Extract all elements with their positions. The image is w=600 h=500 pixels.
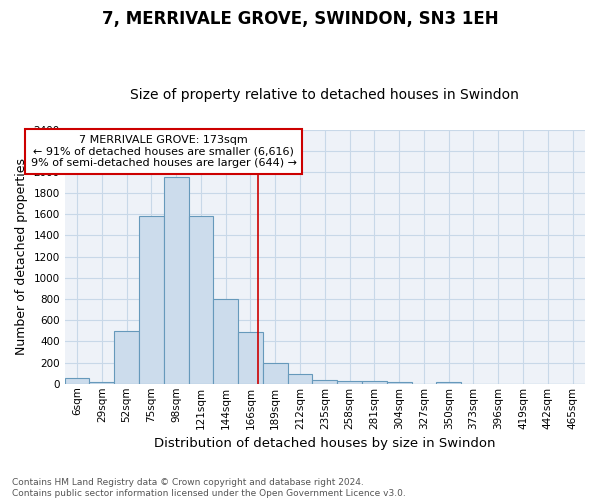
Text: Contains HM Land Registry data © Crown copyright and database right 2024.
Contai: Contains HM Land Registry data © Crown c… bbox=[12, 478, 406, 498]
Bar bbox=[287, 374, 313, 384]
Bar bbox=[89, 382, 114, 384]
Bar bbox=[337, 380, 362, 384]
X-axis label: Distribution of detached houses by size in Swindon: Distribution of detached houses by size … bbox=[154, 437, 496, 450]
Text: 7 MERRIVALE GROVE: 173sqm
← 91% of detached houses are smaller (6,616)
9% of sem: 7 MERRIVALE GROVE: 173sqm ← 91% of detac… bbox=[31, 135, 297, 168]
Bar bbox=[139, 216, 164, 384]
Bar bbox=[238, 332, 263, 384]
Bar bbox=[313, 380, 337, 384]
Bar bbox=[263, 362, 287, 384]
Bar bbox=[188, 216, 214, 384]
Bar bbox=[387, 382, 412, 384]
Y-axis label: Number of detached properties: Number of detached properties bbox=[15, 158, 28, 355]
Bar bbox=[214, 299, 238, 384]
Bar bbox=[436, 382, 461, 384]
Bar bbox=[362, 381, 387, 384]
Bar bbox=[65, 378, 89, 384]
Text: 7, MERRIVALE GROVE, SWINDON, SN3 1EH: 7, MERRIVALE GROVE, SWINDON, SN3 1EH bbox=[101, 10, 499, 28]
Bar bbox=[164, 177, 188, 384]
Title: Size of property relative to detached houses in Swindon: Size of property relative to detached ho… bbox=[130, 88, 519, 102]
Bar bbox=[114, 331, 139, 384]
